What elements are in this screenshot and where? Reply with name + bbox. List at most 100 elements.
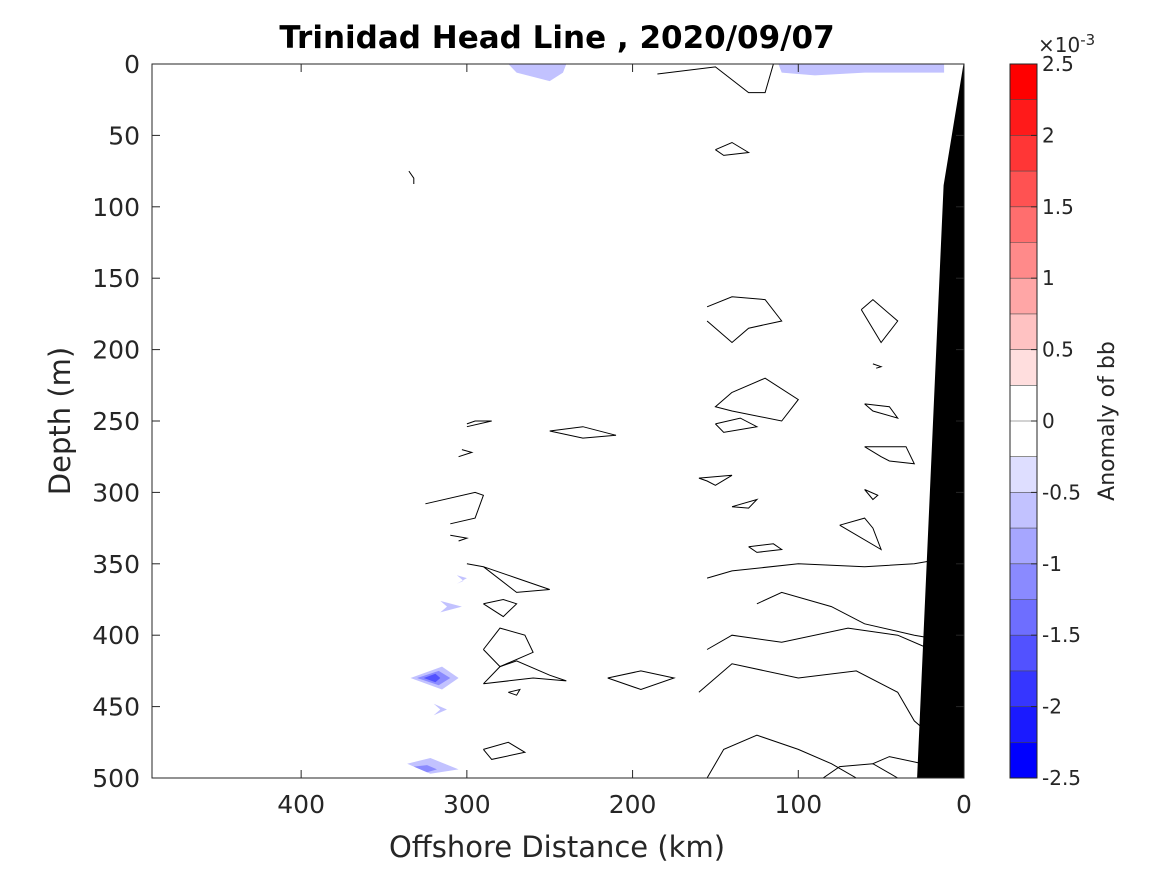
contour-line-14	[698, 474, 733, 486]
contour-line-20	[466, 563, 550, 593]
contour-line-2	[408, 170, 415, 184]
contour-line-4	[860, 298, 899, 344]
y-tick-label-5: 250	[92, 407, 140, 436]
contour-line-12	[458, 449, 474, 458]
chart-title: Trinidad Head Line , 2020/09/07	[279, 20, 834, 56]
colorbar-band-11	[1010, 456, 1037, 493]
contour-line-5	[872, 363, 883, 369]
colorbar-tick-label-0: 2.5	[1042, 52, 1074, 76]
colorbar-band-5	[1010, 242, 1037, 279]
contour-line-28	[756, 591, 931, 639]
contour-line-8	[715, 417, 759, 433]
colorbar: 2.5 2 1.5 1 0.5 0 -0.5 -1 -1.5 -2 -2.5	[1009, 52, 1081, 790]
x-tick-label-2: 200	[609, 790, 657, 819]
contour-line-27	[706, 560, 931, 579]
colorbar-band-18	[1010, 706, 1037, 743]
colorbar-band-8	[1010, 349, 1037, 386]
contour-line-31	[706, 734, 857, 778]
colorbar-tick-label-6: -0.5	[1042, 480, 1081, 504]
contour-line-24	[483, 660, 567, 685]
colorbar-tick-label-5: 0	[1042, 409, 1055, 433]
plot-background	[152, 64, 964, 778]
colorbar-tick-label-7: -1	[1042, 552, 1062, 576]
colorbar-tick-label-4: 0.5	[1042, 338, 1074, 362]
y-tick-label-9: 450	[92, 693, 140, 722]
anomaly-patch-9	[413, 765, 437, 773]
colorbar-band-9	[1010, 385, 1037, 422]
y-tick-label-10: 500	[92, 764, 140, 793]
y-tick-label-4: 200	[92, 336, 140, 365]
y-tick-label-0: 0	[124, 50, 140, 79]
seafloor-mask	[917, 64, 964, 778]
colorbar-band-16	[1010, 635, 1037, 672]
contour-line-9	[549, 426, 617, 439]
contour-line-22	[483, 627, 534, 668]
contour-line-18	[839, 517, 883, 551]
colorbar-band-3	[1010, 171, 1037, 208]
colorbar-band-10	[1010, 421, 1037, 458]
anomaly-patch-3	[440, 600, 462, 613]
anomaly-patch-2	[456, 575, 467, 584]
contour-line-25	[607, 670, 676, 691]
colorbar-exponent: ×10-3	[1038, 31, 1095, 57]
colorbar-band-17	[1010, 670, 1037, 708]
y-tick-label-7: 350	[92, 550, 140, 579]
colorbar-band-0	[1010, 64, 1037, 101]
colorbar-tick-label-3: 1	[1042, 266, 1055, 290]
contour-line-11	[466, 420, 492, 428]
colorbar-band-1	[1010, 99, 1037, 136]
x-axis-label: Offshore Distance (km)	[389, 830, 725, 864]
y-tick-label-3: 150	[92, 264, 140, 293]
contour-line-16	[731, 498, 759, 509]
contour-line-6	[714, 377, 800, 422]
contour-line-30	[698, 663, 932, 736]
colorbar-band-7	[1010, 313, 1037, 351]
anomaly-patch-8	[407, 758, 459, 774]
colorbar-tick-label-9: -2	[1042, 695, 1062, 719]
colorbar-band-2	[1010, 135, 1037, 172]
axes: 400 300 200 100 0 0 50 100 150 200 250 300 350 400 450…	[92, 50, 972, 819]
contour-line-29	[706, 627, 932, 650]
y-axis-label: Depth (m)	[43, 347, 77, 495]
y-tick-label-8: 400	[92, 621, 140, 650]
contour-line-0	[657, 64, 774, 94]
bathymetry	[917, 64, 964, 778]
anomaly-patch-4	[433, 703, 447, 716]
colorbar-tick-label-1: 2	[1042, 123, 1055, 147]
contour-line-15	[864, 489, 879, 501]
x-tick-label-3: 100	[774, 790, 822, 819]
x-tick-label-1: 300	[443, 790, 491, 819]
colorbar-tick-label-2: 1.5	[1042, 195, 1074, 219]
colorbar-band-15	[1010, 599, 1037, 636]
y-tick-label-1: 50	[108, 121, 140, 150]
x-tick-label-0: 400	[277, 790, 325, 819]
anomaly-patch-0	[508, 64, 567, 82]
contour-line-3	[706, 296, 783, 344]
contour-line-33	[872, 756, 923, 765]
colorbar-band-4	[1010, 206, 1037, 243]
colorbar-tick-label-10: -2.5	[1042, 766, 1081, 790]
anomaly-patch-7	[423, 673, 441, 683]
zero-contours	[408, 64, 932, 778]
colorbar-band-6	[1010, 278, 1037, 315]
contour-line-10	[864, 446, 916, 465]
colorbar-band-12	[1010, 492, 1037, 529]
anomaly-patch-1	[778, 64, 945, 76]
colorbar-band-14	[1010, 563, 1037, 600]
contour-line-26	[483, 741, 527, 760]
contour-line-1	[715, 141, 751, 156]
contour-line-21	[483, 598, 518, 618]
anomaly-patches	[407, 64, 945, 774]
colorbar-band-13	[1010, 528, 1037, 565]
contour-line-17	[748, 543, 784, 553]
y-tick-label-6: 300	[92, 478, 140, 507]
contour-line-19	[450, 534, 469, 542]
contour-line-32	[822, 763, 898, 778]
contour-line-23	[508, 688, 521, 696]
y-tick-label-2: 100	[92, 193, 140, 222]
colorbar-label: Anomaly of bb	[1095, 341, 1120, 501]
plot-area: 400 300 200 100 0 0 50 100 150 200 250 300 350 400 450…	[92, 50, 972, 819]
contour-line-13	[425, 491, 485, 525]
contour-line-7	[864, 403, 899, 419]
colorbar-tick-label-8: -1.5	[1042, 623, 1081, 647]
